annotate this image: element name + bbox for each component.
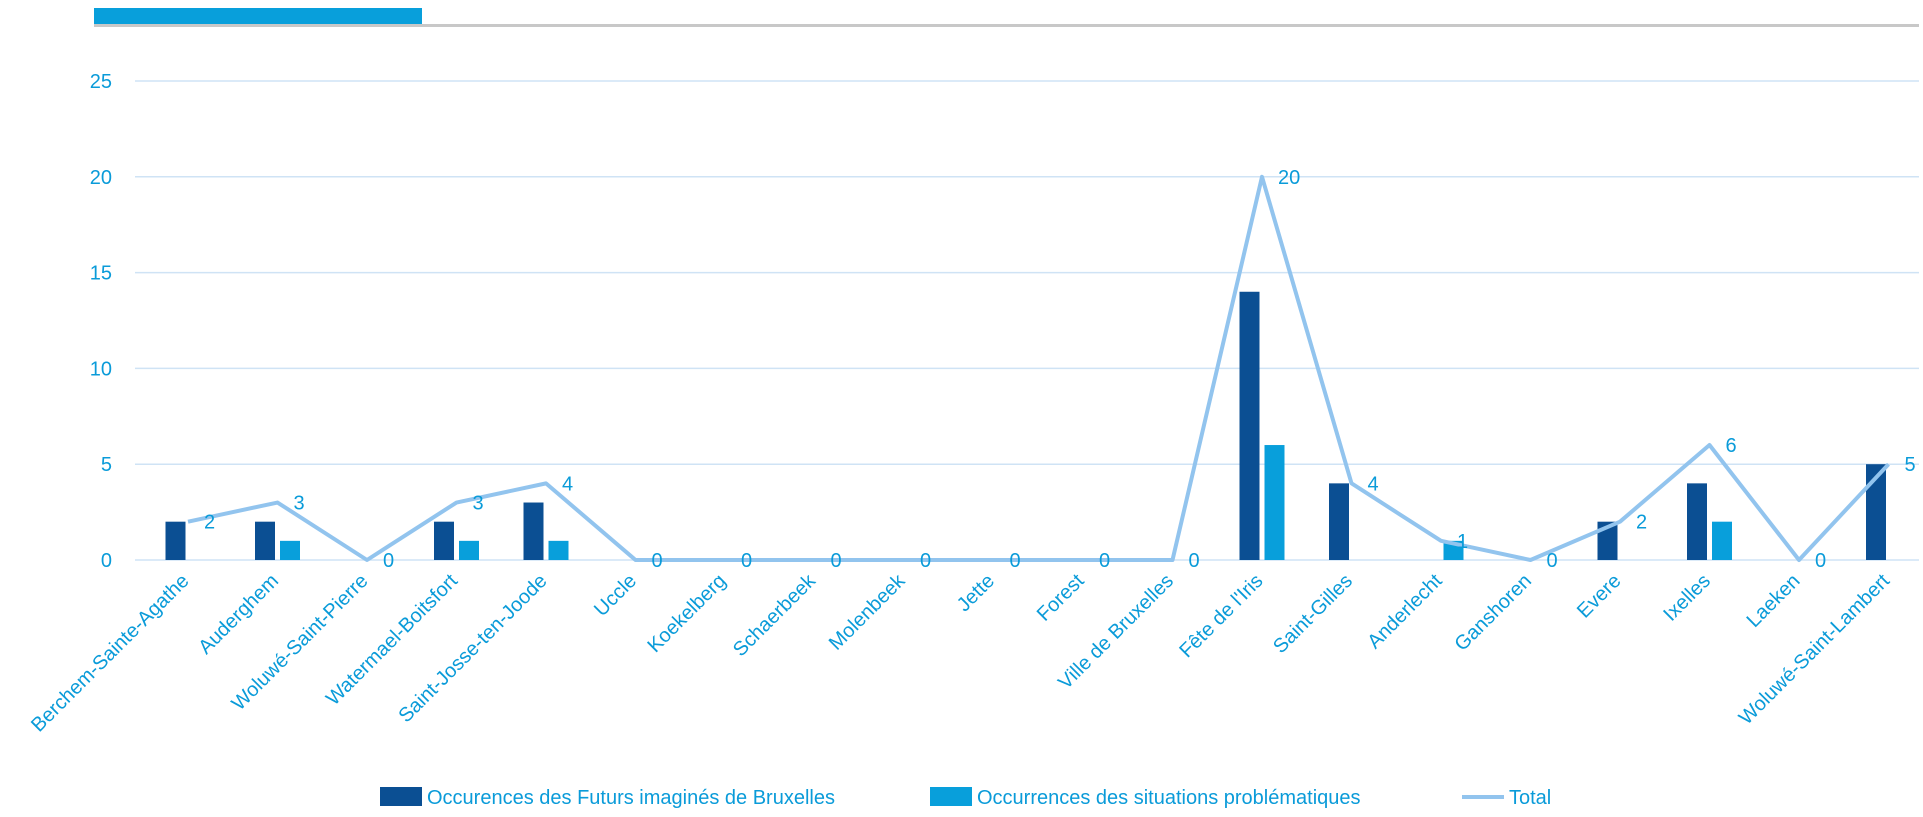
category-label: Koekelberg	[643, 570, 730, 657]
category-label: Evere	[1573, 570, 1626, 623]
gridlines	[135, 80, 1919, 561]
bar-futurs	[1329, 483, 1349, 560]
bar-futurs	[523, 502, 544, 560]
total-line	[187, 174, 1890, 562]
bar-futurs	[1866, 464, 1886, 560]
bar-futurs	[1239, 291, 1260, 560]
total-data-label: 4	[562, 473, 573, 495]
bar-situations	[1712, 521, 1732, 560]
category-label: Ganshoren	[1450, 570, 1536, 656]
bars	[165, 291, 1886, 560]
y-tick-label: 25	[90, 71, 112, 93]
category-label: Auderghem	[194, 570, 283, 659]
y-tick-label: 5	[101, 454, 112, 476]
total-data-label: 3	[294, 493, 305, 515]
x-axis-categories: Berchem-Sainte-Agathe Auderghem Woluwé-Sai…	[27, 569, 1894, 736]
header-rule	[94, 24, 1919, 27]
bar-futurs	[165, 521, 186, 560]
bar-situations	[459, 540, 479, 560]
category-label: Saint-Josse-ten-Joode	[394, 570, 551, 727]
category-label: Anderlecht	[1363, 570, 1446, 653]
legend-label-situations: Occurrences des situations problématique…	[977, 787, 1361, 809]
total-data-label: 5	[1905, 454, 1916, 476]
bar-futurs	[434, 521, 454, 560]
category-label: Schaerbeek	[729, 569, 821, 661]
total-data-label: 0	[1010, 550, 1021, 572]
legend: Occurences des Futurs imaginés de Bruxel…	[380, 787, 1551, 809]
legend-label-futurs: Occurences des Futurs imaginés de Bruxel…	[427, 787, 835, 809]
category-label: Molenbeek	[825, 569, 910, 654]
total-data-label: 0	[1189, 550, 1200, 572]
total-data-label: 0	[652, 550, 663, 572]
bar-futurs	[255, 521, 275, 560]
category-label: Saint-Gilles	[1269, 570, 1357, 658]
y-axis-ticks: 0 5 10 15 20 25	[90, 71, 112, 572]
total-data-label: 0	[1099, 550, 1110, 572]
bar-situations	[280, 540, 300, 560]
category-label: Forest	[1033, 570, 1089, 626]
total-data-label: 0	[920, 550, 931, 572]
total-data-label: 0	[831, 550, 842, 572]
total-data-label: 0	[1547, 550, 1558, 572]
total-data-label: 0	[741, 550, 752, 572]
total-data-label: 4	[1368, 473, 1379, 495]
category-label: Uccle	[590, 570, 641, 621]
total-series-line	[187, 174, 1890, 562]
total-data-label: 3	[473, 493, 484, 515]
total-data-label: 1	[1457, 531, 1468, 553]
total-data-label: 2	[204, 512, 215, 534]
category-label: Fête de l'Iris	[1175, 570, 1267, 662]
legend-swatch-futurs	[380, 787, 422, 806]
category-label: Jette	[953, 570, 999, 616]
total-data-label: 0	[1815, 550, 1826, 572]
legend-swatch-situations	[930, 787, 972, 806]
category-label: Laeken	[1743, 570, 1805, 632]
bar-situations	[548, 540, 569, 560]
y-tick-label: 20	[90, 167, 112, 189]
header-accent-bar	[94, 8, 422, 27]
total-data-label: 20	[1278, 167, 1300, 189]
category-label: Berchem-Sainte-Agathe	[27, 570, 193, 736]
bar-situations	[1264, 445, 1285, 560]
total-data-label: 0	[383, 550, 394, 572]
y-tick-label: 10	[90, 358, 112, 380]
category-label: Ixelles	[1659, 570, 1715, 626]
category-label: Woluwé-Saint-Lambert	[1735, 570, 1894, 729]
total-data-label: 6	[1726, 435, 1737, 457]
y-tick-label: 15	[90, 263, 112, 285]
bar-futurs	[1687, 483, 1707, 560]
legend-label-total: Total	[1509, 787, 1551, 809]
y-tick-label: 0	[101, 550, 112, 572]
data-labels: 2 3 0 3 4 0 0 0 0 0 0 0 20 4 1 0 2 6 0 5	[204, 167, 1916, 572]
total-data-label: 2	[1636, 512, 1647, 534]
